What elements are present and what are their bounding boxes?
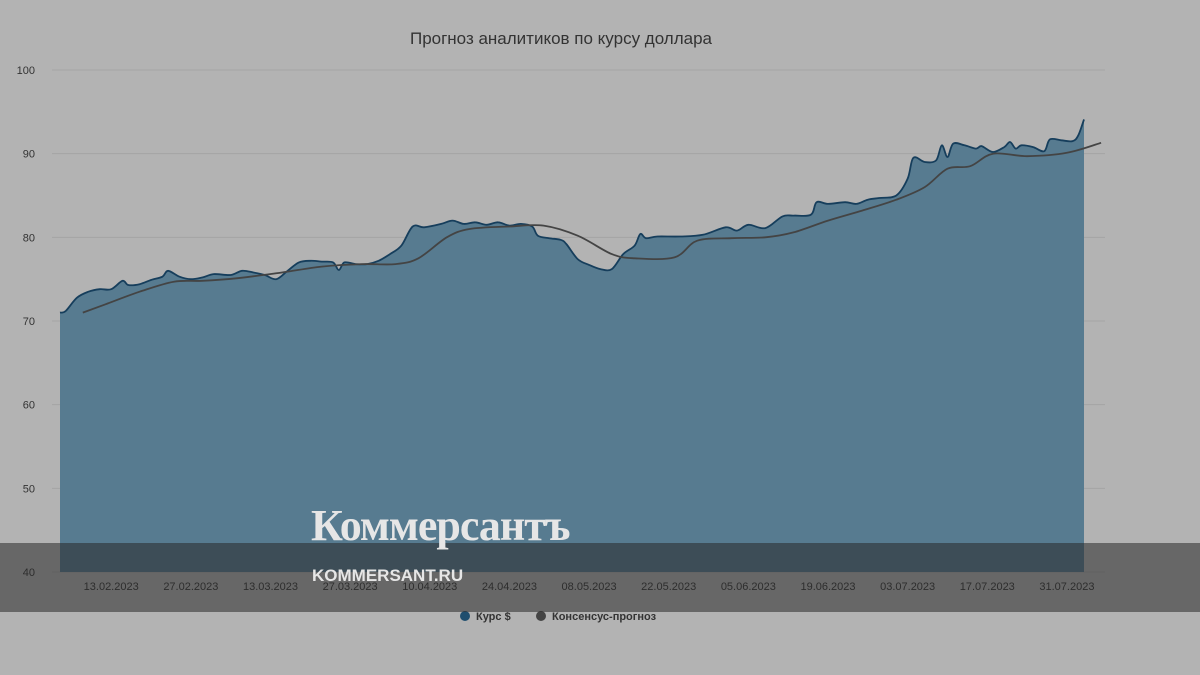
series-layer — [59, 119, 1102, 573]
chart-title: Прогноз аналитиков по курсу доллара — [410, 29, 713, 48]
y-tick-label: 90 — [23, 149, 35, 161]
legend-item-consensus[interactable]: Консенсус-прогноз — [536, 611, 657, 623]
legend-item-rate[interactable]: Курс $ — [460, 611, 511, 623]
legend: Курс $ Консенсус-прогноз — [460, 611, 657, 623]
y-tick-label: 50 — [23, 483, 35, 495]
legend-label-rate: Курс $ — [476, 611, 511, 623]
watermark-logo: Коммерсантъ — [311, 501, 570, 550]
legend-marker-consensus — [536, 611, 546, 621]
y-tick-label: 70 — [23, 316, 35, 328]
watermark-band — [0, 543, 1200, 612]
series-consensus-line — [82, 141, 1102, 314]
legend-marker-rate — [460, 611, 470, 621]
y-tick-label: 60 — [23, 400, 35, 412]
y-axis-ticks: 100908070605040 — [17, 65, 35, 579]
series-rate-area — [60, 119, 1084, 573]
y-tick-label: 100 — [17, 65, 35, 77]
watermark-url: KOMMERSANT.RU — [312, 566, 464, 585]
series-rate-line — [59, 119, 1085, 314]
y-tick-label: 80 — [23, 232, 35, 244]
legend-label-consensus: Консенсус-прогноз — [552, 611, 657, 623]
